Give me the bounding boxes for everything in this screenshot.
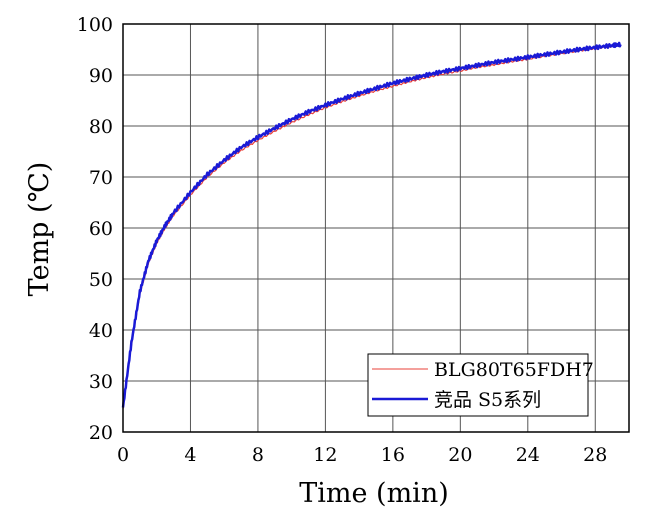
y-tick-label: 20 (89, 422, 113, 444)
y-tick-label: 40 (89, 320, 113, 342)
y-tick-label: 90 (89, 65, 113, 87)
y-tick-label: 60 (89, 218, 113, 240)
x-tick-label: 20 (448, 444, 472, 466)
y-axis-ticks: 20 30 40 50 60 70 80 90 100 (77, 14, 113, 444)
series-lines (121, 41, 622, 410)
y-tick-label: 100 (77, 14, 113, 36)
x-tick-label: 0 (117, 444, 129, 466)
plot-frame (122, 23, 630, 433)
x-tick-label: 8 (252, 444, 264, 466)
y-tick-label: 80 (89, 116, 113, 138)
y-tick-label: 50 (89, 269, 113, 291)
x-axis-title: Time (min) (299, 478, 449, 509)
x-tick-label: 12 (313, 444, 337, 466)
legend-box (367, 353, 589, 417)
x-axis-ticks: 0 4 8 12 16 20 24 28 (117, 444, 607, 466)
y-tick-label: 30 (89, 371, 113, 393)
x-tick-label: 4 (184, 444, 196, 466)
y-axis-title: Temp (℃) (24, 162, 55, 297)
legend: BLG80T65FDH7 竞品 S5系列 (367, 353, 594, 417)
x-tick-label: 16 (381, 444, 405, 466)
y-tick-label: 70 (89, 167, 113, 189)
legend-label-series-1: BLG80T65FDH7 (434, 359, 594, 381)
legend-label-series-2: 竞品 S5系列 (434, 389, 541, 411)
x-tick-label: 24 (516, 444, 540, 466)
x-tick-label: 28 (583, 444, 607, 466)
series-line-2 (121, 41, 622, 408)
